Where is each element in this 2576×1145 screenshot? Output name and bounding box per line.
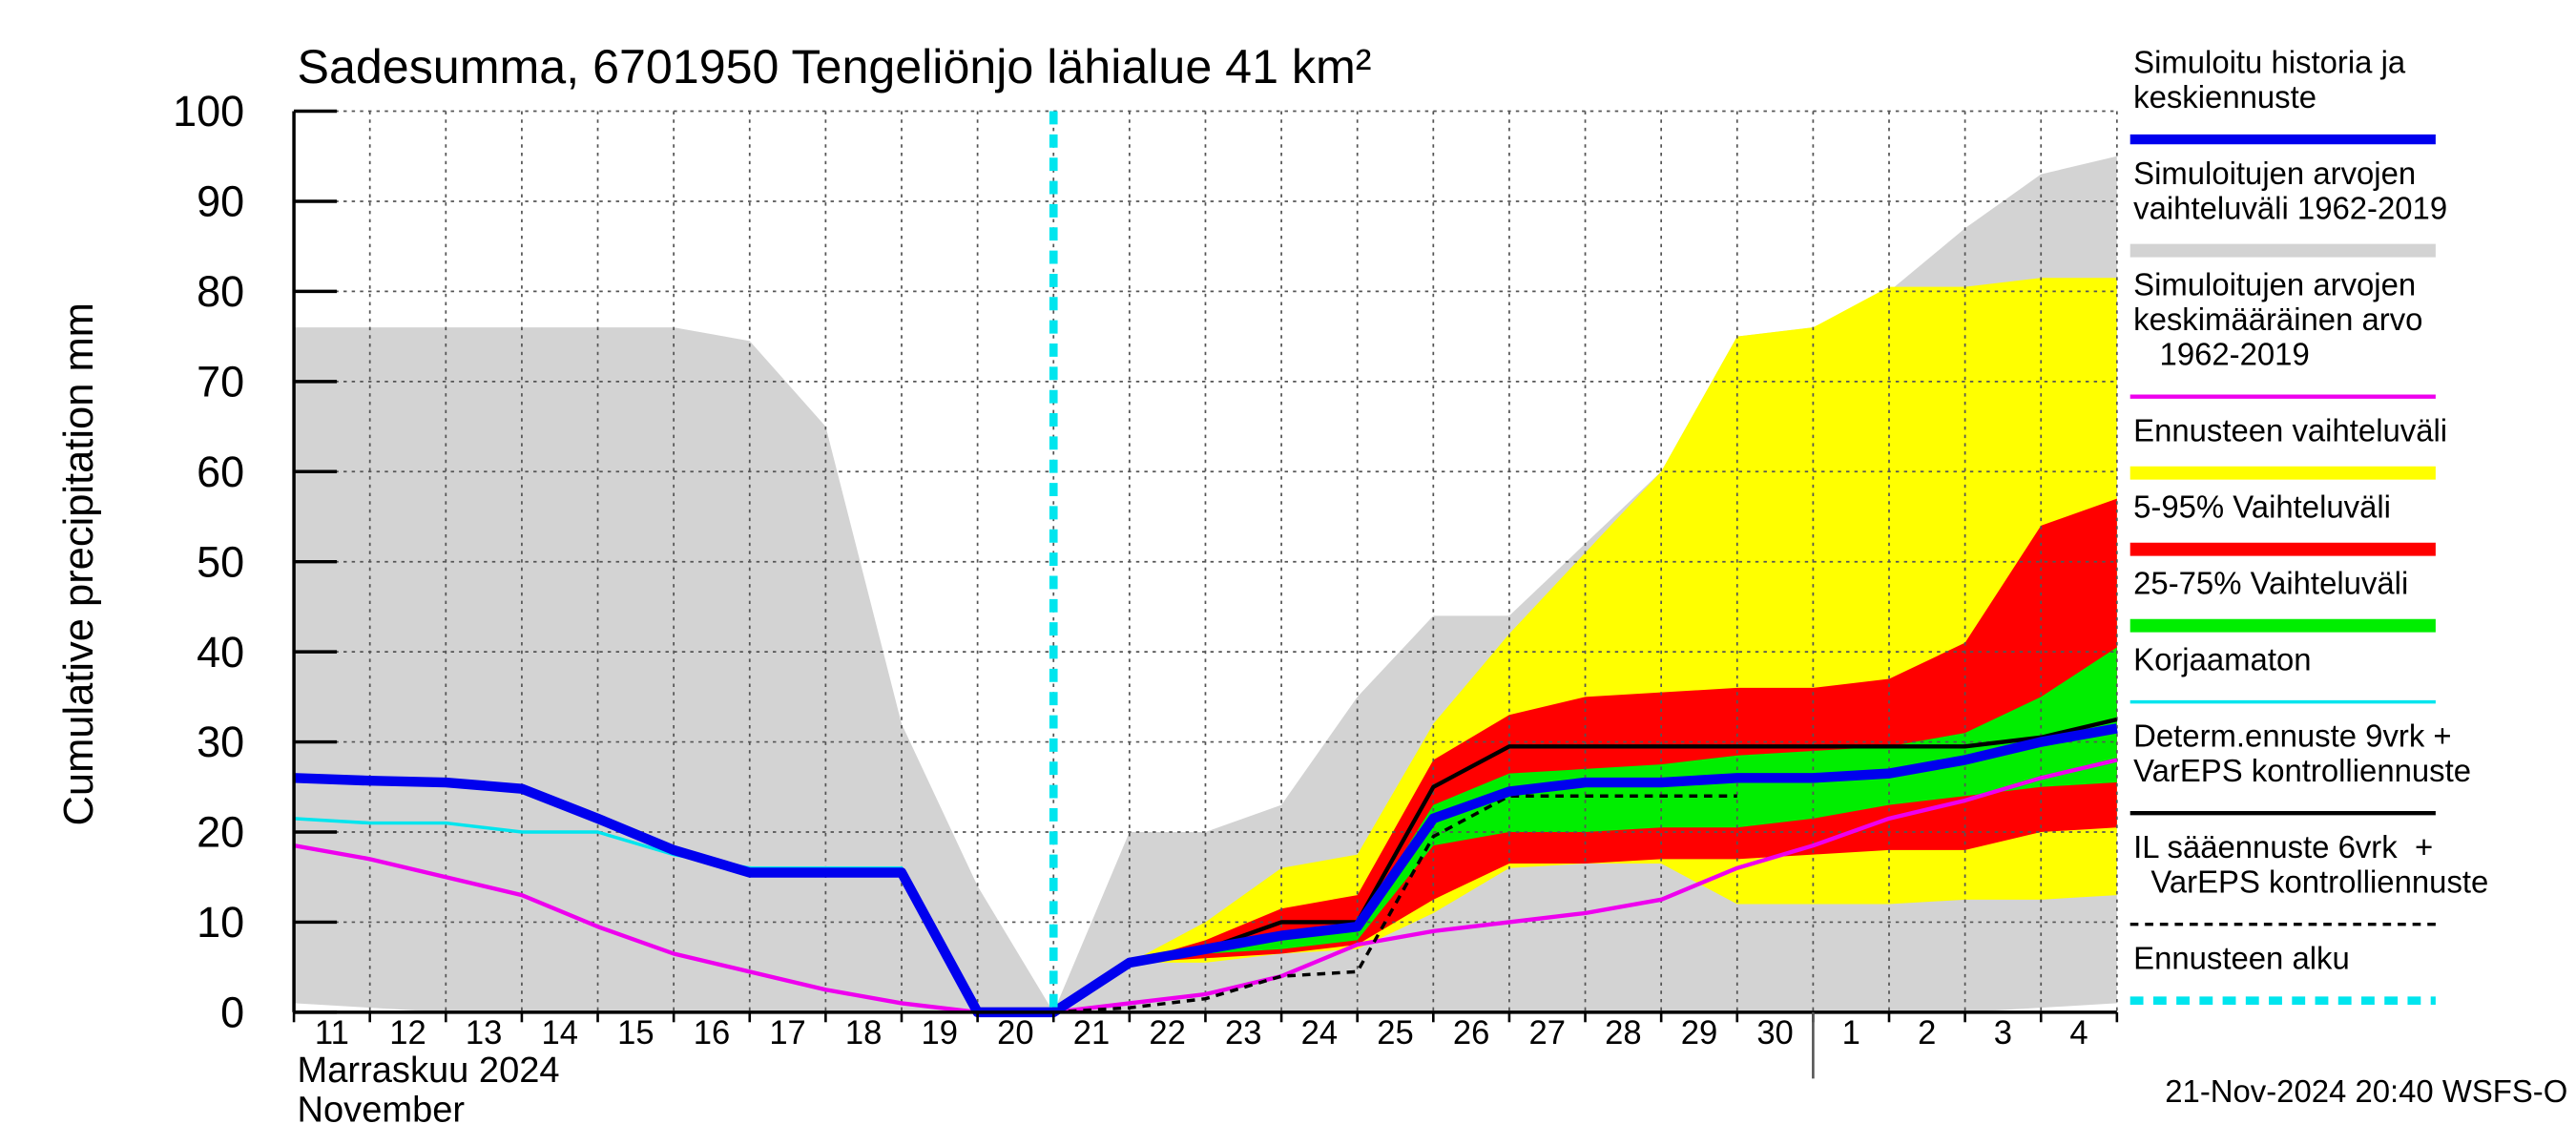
chart-title: Sadesumma, 6701950 Tengeliönjo lähialue …	[298, 39, 1372, 94]
x-tick-label: 16	[694, 1015, 731, 1051]
legend-label: Determ.ennuste 9vrk +	[2133, 718, 2451, 754]
band	[1053, 498, 2117, 1012]
y-tick-label: 0	[220, 988, 244, 1036]
x-tick-label: 25	[1377, 1015, 1414, 1051]
x-tick-label: 15	[617, 1015, 654, 1051]
y-tick-label: 20	[197, 808, 244, 857]
y-tick-label: 40	[197, 628, 244, 677]
legend-label: vaihteluväli 1962-2019	[2133, 190, 2447, 225]
legend-label: Simuloitu historia ja	[2133, 44, 2406, 79]
x-tick-label: 2	[1918, 1015, 1936, 1051]
x-tick-label: 1	[1842, 1015, 1860, 1051]
x-tick-label: 4	[2069, 1015, 2088, 1051]
y-tick-label: 50	[197, 537, 244, 586]
line	[293, 758, 2118, 1015]
legend-label: 25-75% Vaihteluväli	[2133, 566, 2408, 601]
x-tick-label: 12	[389, 1015, 426, 1051]
legend-label: Korjaamaton	[2133, 642, 2311, 677]
legend-label: 5-95% Vaihteluväli	[2133, 489, 2391, 525]
y-tick-label: 60	[197, 448, 244, 496]
legend-label: keskimääräinen arvo	[2133, 302, 2422, 337]
legend-label: keskiennuste	[2133, 79, 2316, 114]
x-tick-label: 24	[1301, 1015, 1339, 1051]
month-label: Marraskuu 2024	[298, 1050, 560, 1091]
x-tick-label: 14	[541, 1015, 578, 1051]
x-tick-label: 22	[1149, 1015, 1186, 1051]
month-label-en: November	[298, 1090, 466, 1131]
line	[293, 723, 2118, 1018]
x-tick-label: 30	[1756, 1015, 1794, 1051]
y-tick-label: 10	[197, 898, 244, 947]
x-tick-label: 29	[1681, 1015, 1718, 1051]
legend-label: 1962-2019	[2133, 337, 2310, 372]
y-tick-label: 80	[197, 267, 244, 316]
x-tick-label: 23	[1225, 1015, 1262, 1051]
x-tick-label: 3	[1994, 1015, 2012, 1051]
legend-label: Ennusteen vaihteluväli	[2133, 413, 2447, 448]
y-tick-label: 70	[197, 357, 244, 406]
legend-label: Simuloitujen arvojen	[2133, 156, 2416, 191]
legend-label: IL sääennuste 6vrk +	[2133, 829, 2433, 864]
footer: 21-Nov-2024 20:40 WSFS-O	[2165, 1073, 2567, 1109]
x-tick-label: 20	[997, 1015, 1034, 1051]
y-axis-label: Cumulative precipitation mm	[56, 302, 102, 825]
x-tick-label: 19	[922, 1015, 959, 1051]
legend-label: VarEPS kontrolliennuste	[2133, 753, 2471, 788]
legend-label: VarEPS kontrolliennuste	[2133, 864, 2488, 900]
legend-label: Simuloitujen arvojen	[2133, 266, 2416, 302]
legend-label: Ennusteen alku	[2133, 941, 2350, 976]
x-tick-label: 13	[466, 1015, 503, 1051]
x-tick-label: 28	[1605, 1015, 1642, 1051]
y-tick-label: 100	[173, 87, 244, 135]
band	[1053, 647, 2117, 1012]
x-tick-label: 18	[845, 1015, 883, 1051]
y-tick-label: 90	[197, 177, 244, 226]
y-tick-label: 30	[197, 718, 244, 766]
x-tick-label: 27	[1528, 1015, 1566, 1051]
x-tick-label: 17	[769, 1015, 806, 1051]
x-tick-label: 11	[315, 1015, 349, 1051]
x-tick-label: 21	[1073, 1015, 1111, 1051]
x-tick-label: 26	[1453, 1015, 1490, 1051]
